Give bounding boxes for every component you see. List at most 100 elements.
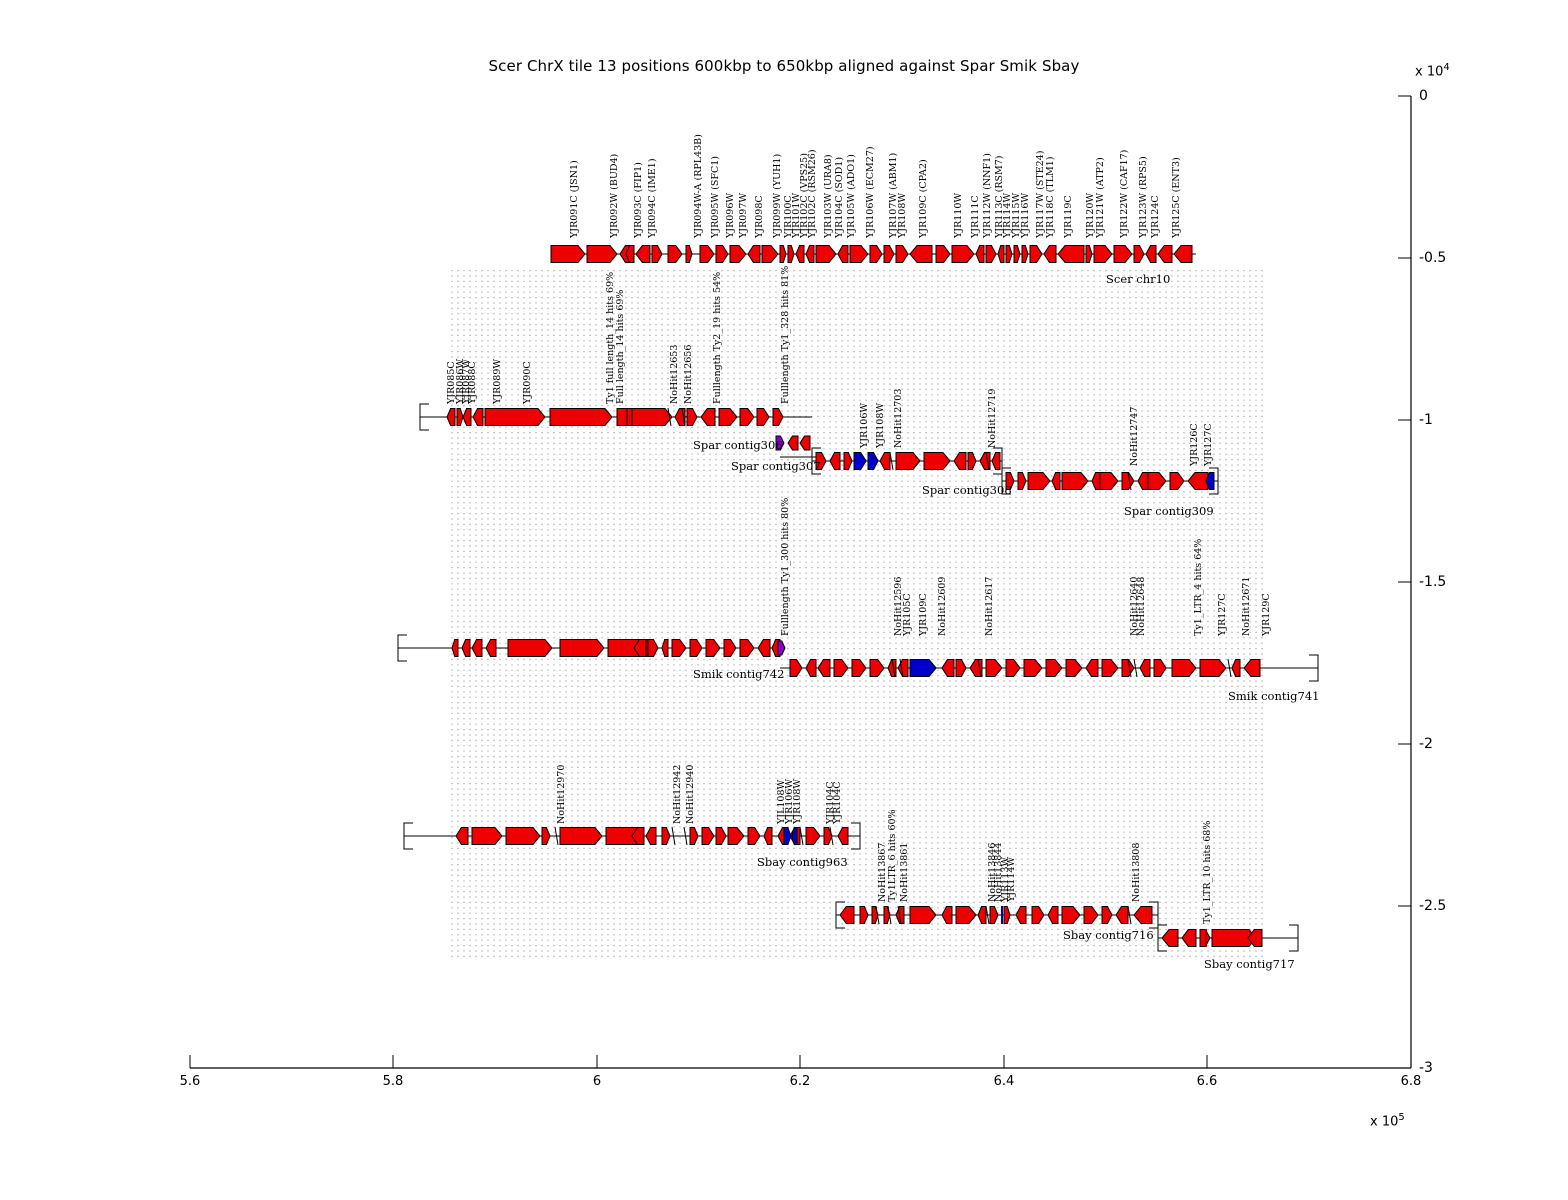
gene-feature	[1173, 245, 1193, 263]
gene-feature	[815, 452, 827, 470]
nohit-marker	[897, 905, 902, 925]
gene-feature	[787, 245, 795, 263]
gene-feature	[817, 659, 831, 677]
gene-label: YJR110W	[953, 192, 964, 238]
gene-label: YJR108W	[875, 402, 886, 448]
gene-feature	[461, 639, 471, 657]
gene-label: YJR104C (SOD1)	[834, 156, 845, 238]
gene-feature	[1161, 929, 1179, 947]
gene-feature	[761, 245, 779, 263]
gene-label: YJR111C	[970, 195, 981, 238]
gene-feature	[991, 452, 1001, 470]
gene-feature	[471, 639, 483, 657]
gene-feature	[923, 452, 951, 470]
nohit-marker	[899, 658, 904, 678]
gene-feature	[739, 639, 755, 657]
gene-feature	[775, 435, 785, 451]
gene-label: YJR090C	[522, 361, 533, 404]
gene-feature	[757, 639, 771, 657]
gene-feature	[701, 827, 715, 845]
gene-feature	[472, 408, 484, 426]
gene-feature	[1139, 659, 1151, 677]
ytick-4: -2	[1419, 736, 1433, 752]
gene-label: YJR102C (RSM26)	[807, 149, 818, 238]
gene-feature	[689, 827, 699, 845]
gene-label: YJR109C (CPA2)	[918, 159, 929, 238]
gene-feature	[661, 827, 671, 845]
gene-label: YJR126C	[1189, 423, 1200, 466]
gene-feature	[787, 435, 799, 451]
ytick-6: -3	[1419, 1060, 1433, 1076]
gene-label: NoHit12671	[1241, 576, 1252, 636]
gene-feature	[795, 245, 805, 263]
contig-label-scer-chr10: Scer chr10	[1106, 272, 1171, 286]
gene-feature	[805, 827, 821, 845]
gene-feature	[462, 408, 472, 426]
gene-label: YJR099W (YUH1)	[772, 153, 783, 238]
gene-feature	[1113, 245, 1133, 263]
gene-feature	[849, 245, 869, 263]
gene-feature	[791, 827, 798, 845]
ytick-0: 0	[1419, 88, 1428, 104]
gene-feature	[1017, 472, 1027, 490]
gene-feature	[837, 827, 849, 845]
gene-feature	[715, 245, 729, 263]
gene-feature	[1065, 659, 1083, 677]
gene-feature	[859, 906, 869, 924]
gene-tracks	[397, 245, 1319, 952]
gene-feature	[705, 639, 721, 657]
gene-feature	[1101, 659, 1119, 677]
gene-feature	[485, 639, 497, 657]
gene-feature	[853, 452, 867, 470]
gene-label: YJR091C (JSN1)	[569, 160, 580, 238]
gene-label: NoHit12703	[893, 388, 904, 448]
gene-feature	[1043, 245, 1057, 263]
gene-feature	[985, 659, 1003, 677]
gene-feature	[471, 827, 503, 845]
contig-label-spar-contig309: Spar contig309	[1124, 504, 1214, 518]
gene-feature	[1171, 659, 1197, 677]
gene-label: YJR093C (FIP1)	[633, 162, 644, 238]
gene-label: YJR118C (TLM1)	[1045, 156, 1056, 238]
gene-label: YJR123W (RPS5)	[1138, 156, 1149, 238]
gene-feature	[455, 827, 469, 845]
nohit-marker	[889, 451, 894, 471]
gene-label: YJR096W	[725, 192, 736, 238]
gene-feature	[977, 906, 987, 924]
gene-feature	[586, 245, 618, 263]
nohit-marker	[671, 826, 676, 846]
gene-feature	[651, 245, 663, 263]
gene-feature	[879, 452, 891, 470]
gene-feature	[1101, 906, 1113, 924]
gene-feature	[839, 906, 855, 924]
gene-feature	[1005, 659, 1021, 677]
gene-feature	[559, 639, 605, 657]
gene-label: YJR088C	[467, 361, 478, 404]
gene-feature	[1099, 472, 1119, 490]
gene-feature	[805, 245, 815, 263]
gene-label: NoHit12970	[556, 764, 567, 824]
gene-label: YJR094C (IME1)	[647, 158, 658, 238]
gene-label: Full length_14 hits 69%	[615, 289, 626, 404]
xtick-1: 5.8	[382, 1074, 404, 1089]
gene-label: NoHit12648	[1136, 576, 1147, 636]
gene-feature	[686, 408, 698, 426]
gene-label: NoHit12617	[984, 576, 995, 636]
gene-feature	[718, 408, 738, 426]
gene-feature	[763, 827, 773, 845]
gene-feature	[951, 245, 975, 263]
ytick-2: -1	[1419, 412, 1433, 428]
nohit-marker	[887, 905, 892, 925]
gene-label: NoHit12747	[1129, 406, 1140, 466]
gene-feature	[815, 245, 837, 263]
gene-feature	[895, 245, 909, 263]
gene-feature	[541, 827, 551, 845]
nohit-marker	[667, 407, 672, 427]
gene-feature	[1169, 472, 1185, 490]
gene-feature	[985, 245, 997, 263]
gene-feature	[1181, 929, 1197, 947]
xtick-0: 5.6	[179, 1074, 201, 1089]
gene-feature	[1199, 659, 1227, 677]
nohit-marker	[1133, 658, 1138, 678]
gene-feature	[756, 408, 770, 426]
